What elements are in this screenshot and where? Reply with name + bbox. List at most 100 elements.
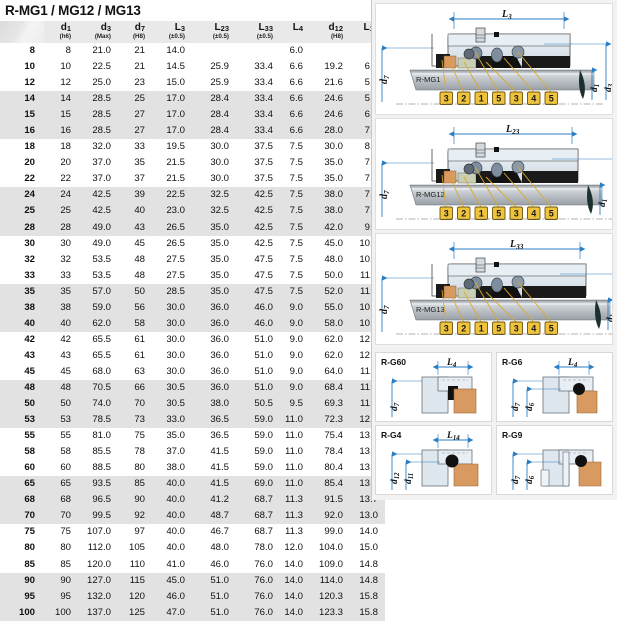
table-cell: 80: [120, 460, 154, 477]
column-header-L4: L4: [282, 21, 312, 43]
table-cell: 35: [120, 155, 154, 172]
table-cell: 46.0: [154, 588, 194, 605]
table-cell: 47.5: [238, 267, 282, 284]
table-cell: 6.6: [282, 123, 312, 140]
table-cell: 42.5: [238, 203, 282, 220]
table-cell: 37.0: [154, 444, 194, 461]
table-cell: 42: [0, 331, 44, 348]
table-cell: 55: [0, 428, 44, 445]
table-cell: 93.5: [80, 476, 120, 493]
table-cell: 43: [120, 219, 154, 236]
table-cell: 25: [0, 203, 44, 220]
table-cell: 36.0: [194, 299, 238, 316]
table-cell: 14.0: [282, 572, 312, 589]
column-header-d7: d7 (H8): [120, 21, 154, 43]
table-cell: 24: [0, 187, 44, 204]
table-cell: 114.0: [312, 572, 352, 589]
table-cell: 48.0: [312, 251, 352, 268]
table-cell: 16: [0, 123, 44, 140]
table-cell: 11.0: [282, 428, 312, 445]
table-cell: 51.0: [238, 379, 282, 397]
table-cell: 30.0: [194, 155, 238, 172]
svg-text:d1: d1: [606, 314, 612, 322]
table-cell: 51.0: [194, 588, 238, 605]
table-cell: 47.5: [238, 251, 282, 268]
table-cell: 10: [44, 59, 80, 76]
table-cell: 41.5: [194, 444, 238, 461]
table-cell: 14.5: [154, 59, 194, 76]
panel-divider: [371, 0, 372, 500]
table-cell: 48.0: [194, 540, 238, 557]
svg-text:R-MG12: R-MG12: [416, 190, 445, 199]
table-cell: 120.0: [80, 556, 120, 573]
table-cell: 11.3: [282, 524, 312, 541]
table-cell: 33.4: [238, 59, 282, 76]
table-row: 43 43 65.5 61 30.0 36.0 51.0 9.0 62.0 12.0: [0, 347, 385, 364]
svg-text:L3: L3: [501, 9, 512, 21]
table-cell: 58: [0, 444, 44, 461]
table-cell: 30.0: [154, 315, 194, 332]
table-cell: 35.0: [194, 235, 238, 252]
table-cell: 35.0: [194, 219, 238, 236]
table-cell: 75.4: [312, 428, 352, 445]
table-cell: 21.0: [80, 43, 120, 60]
svg-text:5: 5: [496, 94, 501, 104]
table-cell: 48: [120, 251, 154, 268]
table-cell: 38.0: [154, 460, 194, 477]
table-cell: 55: [44, 428, 80, 445]
table-cell: 41.5: [194, 460, 238, 477]
table-cell: 26.5: [154, 235, 194, 252]
table-cell: 36.0: [194, 379, 238, 397]
table-row: 95 95 132.0 120 46.0 51.0 76.0 14.0 120.3 15.8: [0, 588, 385, 605]
table-cell: 120: [120, 588, 154, 605]
table-cell: 68.7: [238, 524, 282, 541]
table-cell: 9.0: [282, 347, 312, 364]
svg-text:5: 5: [496, 209, 501, 219]
svg-text:d7: d7: [379, 305, 391, 314]
svg-text:L4: L4: [567, 358, 578, 369]
table-cell: 132.0: [80, 588, 120, 605]
table-cell: 47.0: [154, 604, 194, 621]
table-cell: 36.5: [194, 412, 238, 429]
seat-box-label: R-G4: [381, 430, 402, 440]
table-cell: 51.0: [238, 347, 282, 364]
svg-text:d6: d6: [525, 402, 536, 411]
table-cell: 42: [44, 331, 80, 348]
svg-text:2: 2: [461, 94, 466, 104]
table-body: 8 8 21.0 21 14.0 6.0 10 10 22.5 21 14.5 25.9 33.4 6.6…: [0, 43, 385, 621]
table-row: 68 68 96.5 90 40.0 41.2 68.7 11.3 91.5 13.7: [0, 492, 385, 509]
table-row: 55 55 81.0 75 35.0 36.5 59.0 11.0 75.4 13.3: [0, 428, 385, 445]
table-cell: 42.0: [312, 219, 352, 236]
table-cell: 90: [44, 572, 80, 589]
seat-box-r-g6: R-G6 L4 d7 d6: [496, 352, 613, 422]
svg-text:d7: d7: [379, 190, 391, 199]
table-cell: 12.0: [282, 540, 312, 557]
table-cell: 104.0: [312, 540, 352, 557]
table-cell: 9.5: [282, 396, 312, 413]
table-cell: 36.5: [194, 428, 238, 445]
table-cell: 59.0: [80, 299, 120, 316]
table-cell: 30.5: [154, 379, 194, 397]
table-cell: 40.0: [154, 508, 194, 525]
table-cell: 22.5: [80, 59, 120, 76]
table-cell: 8: [44, 43, 80, 60]
table-row: 85 85 120.0 110 41.0 46.0 76.0 14.0 109.0 14.8: [0, 556, 385, 573]
table-cell: 33: [0, 267, 44, 284]
table-cell: 85.4: [312, 476, 352, 493]
column-header-L3: L3 (±0.5): [154, 21, 194, 43]
table-cell: 15.8: [352, 588, 385, 605]
svg-text:4: 4: [531, 209, 536, 219]
table-cell: 15: [0, 107, 44, 124]
svg-text:d3: d3: [604, 83, 612, 92]
table-cell: 35.0: [154, 428, 194, 445]
table-cell: 53.5: [80, 251, 120, 268]
table-cell: 50.5: [238, 396, 282, 413]
table-row: 35 35 57.0 50 28.5 35.0 47.5 7.5 52.0 11.0: [0, 283, 385, 300]
table-cell: 28.5: [80, 123, 120, 140]
table-cell: 99.5: [80, 508, 120, 525]
svg-text:d7: d7: [390, 402, 401, 411]
table-cell: 9.0: [282, 315, 312, 332]
